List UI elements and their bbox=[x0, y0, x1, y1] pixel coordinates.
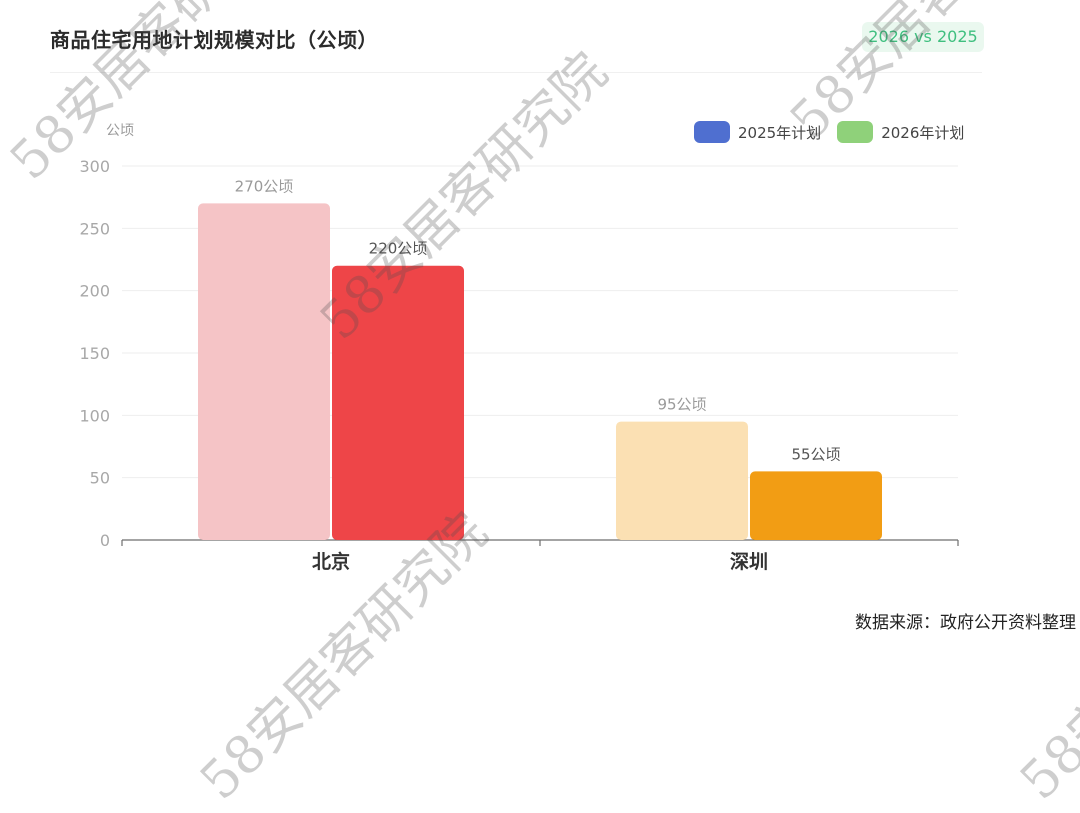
y-tick-label: 50 bbox=[90, 469, 110, 488]
legend-label-2026: 2026年计划 bbox=[881, 123, 965, 142]
bar-value-label: 95公顷 bbox=[657, 396, 706, 414]
y-tick-label: 100 bbox=[79, 406, 110, 425]
bar-2025 bbox=[198, 203, 330, 540]
y-tick-label: 300 bbox=[79, 157, 110, 176]
y-axis-unit-label: 公顷 bbox=[106, 123, 134, 139]
comparison-badge: 2026 vs 2025 bbox=[862, 22, 984, 52]
legend-swatch-2026 bbox=[837, 121, 874, 143]
chart-title: 商品住宅用地计划规模对比（公顷） bbox=[50, 28, 378, 52]
bar-value-label: 270公顷 bbox=[235, 177, 294, 195]
y-tick-label: 250 bbox=[79, 219, 110, 238]
header-divider bbox=[50, 72, 982, 73]
data-source-note: 数据来源：政府公开资料整理 bbox=[855, 613, 1076, 633]
x-category-label: 北京 bbox=[312, 550, 350, 573]
legend-swatch-2025 bbox=[694, 121, 730, 143]
legend-item-2026[interactable]: 2026年计划 bbox=[837, 121, 964, 143]
bar-2026 bbox=[750, 471, 882, 540]
legend-item-2025[interactable]: 2025年计划 bbox=[694, 121, 821, 143]
chart-legend: 2025年计划 2026年计划 bbox=[694, 120, 964, 144]
y-tick-label: 150 bbox=[79, 344, 110, 363]
bar-2025 bbox=[616, 421, 748, 540]
bar-2026 bbox=[332, 265, 464, 540]
y-tick-label: 200 bbox=[79, 282, 110, 301]
legend-label-2025: 2025年计划 bbox=[738, 123, 822, 142]
y-tick-label: 0 bbox=[100, 531, 110, 550]
bar-value-label: 55公顷 bbox=[791, 445, 840, 463]
bar-value-label: 220公顷 bbox=[369, 240, 428, 258]
chart-header: 商品住宅用地计划规模对比（公顷） 2026 vs 2025 bbox=[0, 0, 1080, 76]
x-category-label: 深圳 bbox=[730, 550, 768, 573]
